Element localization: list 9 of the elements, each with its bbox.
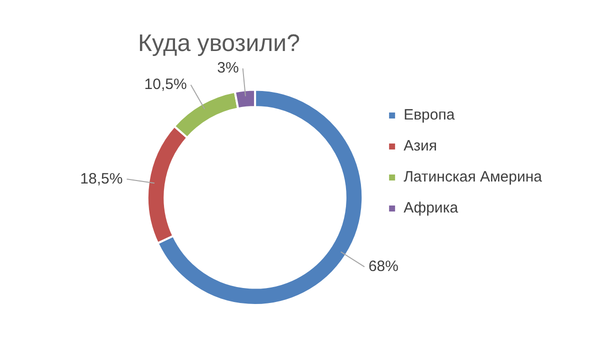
data-label: 18,5% — [80, 170, 123, 188]
data-label: 10,5% — [144, 76, 187, 93]
data-label: 3% — [217, 60, 239, 77]
legend-label: Латинская Америна — [404, 168, 543, 186]
chart-title: Куда увозили? — [138, 30, 300, 58]
legend-label: Африка — [404, 200, 459, 217]
legend-label: Азия — [404, 138, 437, 155]
legend-label: Европа — [404, 106, 456, 124]
data-label: 68% — [368, 258, 398, 275]
